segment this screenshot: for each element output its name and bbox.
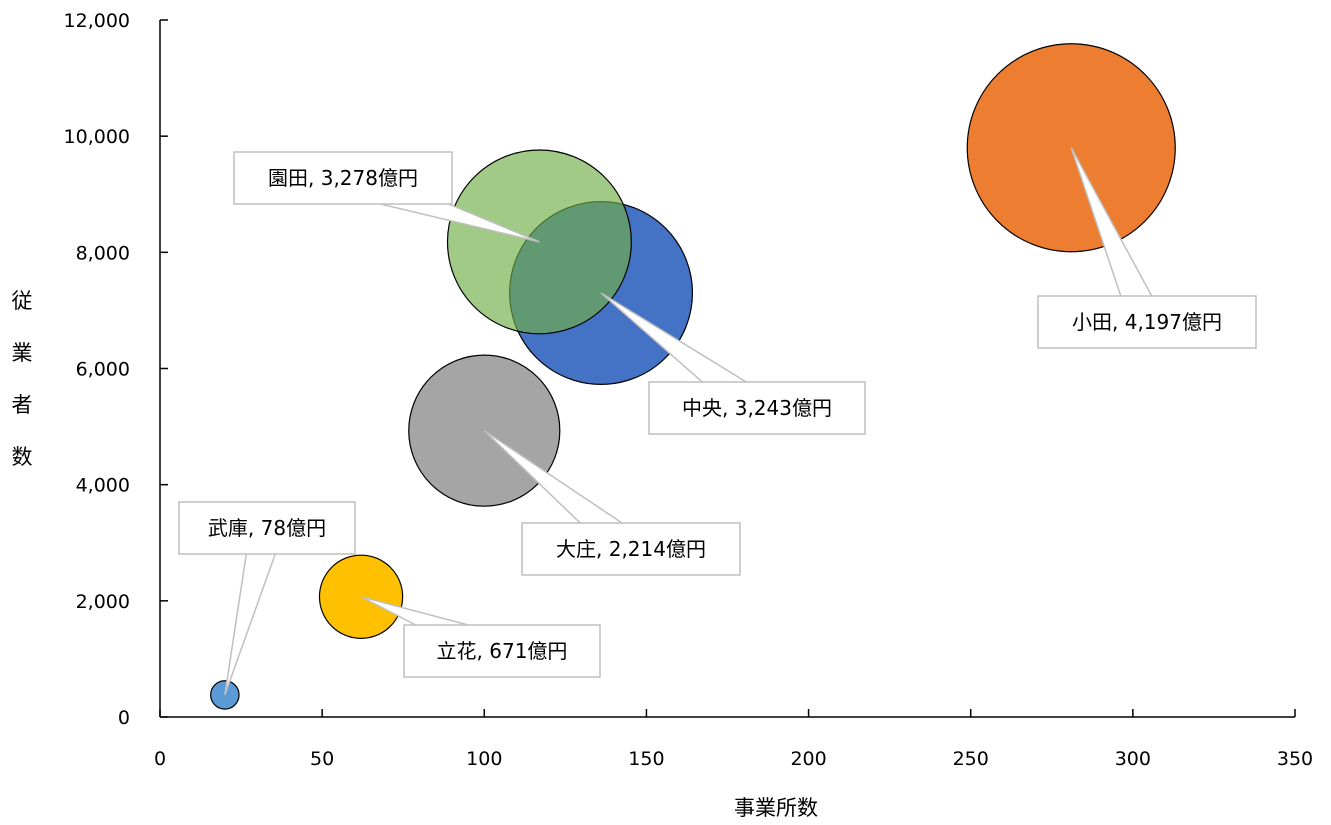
y-tick-label: 6,000 [76, 359, 130, 381]
y-tick-label: 12,000 [64, 10, 130, 32]
y-tick-label: 8,000 [76, 242, 130, 264]
data-label: 小田, 4,197億円 [1072, 310, 1222, 334]
data-label: 園田, 3,278億円 [268, 166, 418, 190]
x-tick-label: 350 [1277, 748, 1313, 770]
y-tick-label: 4,000 [76, 475, 130, 497]
x-tick-label: 250 [953, 748, 989, 770]
callout-box-fill [523, 524, 739, 574]
y-tick-label: 0 [118, 707, 130, 729]
x-tick-label: 150 [628, 748, 664, 770]
data-label: 大庄, 2,214億円 [556, 537, 706, 561]
data-label-callout: 園田, 3,278億円 [233, 151, 540, 243]
y-tick-label: 2,000 [76, 591, 130, 613]
y-axis-title-char: 従 [12, 289, 33, 313]
x-tick-label: 300 [1115, 748, 1151, 770]
data-label-callout: 小田, 4,197億円 [1037, 147, 1257, 349]
data-label-callout: 中央, 3,243億円 [600, 292, 866, 435]
data-label: 武庫, 78億円 [208, 516, 326, 540]
data-label-callout: 武庫, 78億円 [178, 501, 356, 696]
x-tick-label: 100 [466, 748, 502, 770]
y-tick-label: 10,000 [64, 126, 130, 148]
ticks-layer: 0 2,000 4,000 6,000 8,000 10,000 12,000 0 50 100 1… [64, 10, 1314, 770]
x-tick-label: 200 [790, 748, 826, 770]
data-label-callout: 立花, 671億円 [360, 596, 601, 678]
x-axis-title: 事業所数 [734, 796, 818, 820]
y-axis-title-char: 業 [12, 341, 33, 365]
callout-box-fill [1039, 297, 1255, 347]
data-label: 中央, 3,243億円 [682, 396, 832, 420]
y-axis-title-char: 者 [12, 393, 33, 417]
bubbles-layer [210, 43, 1176, 710]
callout-box-fill [650, 383, 864, 433]
x-tick-label: 50 [310, 748, 334, 770]
data-label-callout: 大庄, 2,214億円 [483, 430, 741, 576]
callout-box-fill [405, 626, 599, 676]
y-axis-title-char: 数 [12, 445, 33, 469]
x-tick-label: 0 [154, 748, 166, 770]
callout-box-fill [180, 503, 354, 553]
callout-box-fill [235, 153, 451, 203]
data-label: 立花, 671億円 [437, 639, 568, 663]
